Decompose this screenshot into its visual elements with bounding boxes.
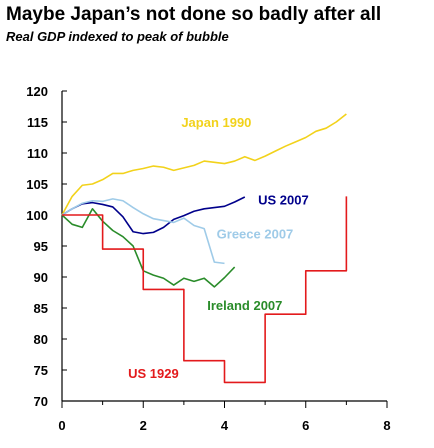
x-tick-label: 0 <box>58 418 65 433</box>
x-tick-label: 8 <box>383 418 390 433</box>
series-label-japan-1990: Japan 1990 <box>181 115 251 130</box>
y-tick-label: 100 <box>26 208 48 223</box>
series-label-us-1929: US 1929 <box>128 366 179 381</box>
y-tick-label: 70 <box>34 394 48 409</box>
series-label-greece-2007: Greece 2007 <box>217 227 294 242</box>
y-tick-label: 80 <box>34 332 48 347</box>
y-tick-label: 120 <box>26 84 48 99</box>
y-tick-label: 85 <box>34 301 48 316</box>
y-tick-label: 95 <box>34 239 48 254</box>
x-tick-label: 4 <box>221 418 229 433</box>
series-line-japan-1990 <box>61 113 347 216</box>
y-tick-label: 105 <box>26 177 48 192</box>
y-tick-label: 110 <box>27 146 48 161</box>
series-line-us-2007 <box>61 196 246 235</box>
series-line-ireland-2007 <box>61 208 236 288</box>
series-line-greece-2007 <box>61 198 225 265</box>
x-tick-label: 6 <box>302 418 309 433</box>
y-tick-label: 90 <box>34 270 48 285</box>
series-lines <box>61 113 348 384</box>
x-axis: 0 2 4 6 8 <box>58 400 391 433</box>
chart-title: Maybe Japan’s not done so badly after al… <box>6 4 382 25</box>
y-tick-label: 115 <box>27 115 48 130</box>
x-tick-label: 2 <box>140 418 147 433</box>
y-tick-label: 75 <box>34 363 48 378</box>
y-axis: 70 75 80 85 90 95 100 105 110 115 120 <box>26 84 67 409</box>
series-label-us-2007: US 2007 <box>258 193 309 208</box>
chart-subtitle: Real GDP indexed to peak of bubble <box>6 29 229 44</box>
series-labels: Japan 1990 US 2007 Greece 2007 Ireland 2007… <box>128 115 309 381</box>
series-line-us-1929 <box>62 196 348 384</box>
series-label-ireland-2007: Ireland 2007 <box>207 298 282 313</box>
